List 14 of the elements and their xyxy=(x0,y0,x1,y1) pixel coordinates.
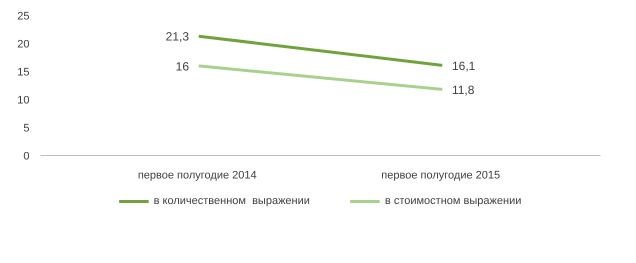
y-tick-label: 0 xyxy=(23,150,30,162)
y-tick-label: 10 xyxy=(17,94,30,106)
y-tick-label: 5 xyxy=(23,122,30,134)
y-tick-label: 25 xyxy=(17,10,30,22)
data-label: 16 xyxy=(176,59,190,74)
legend-label: в стоимостном выражении xyxy=(384,195,522,207)
x-tick-label: первое полугодие 2015 xyxy=(381,170,500,182)
data-label: 21,3 xyxy=(166,30,190,44)
legend-label: в количественном выражении xyxy=(154,195,310,207)
y-tick-label: 15 xyxy=(17,66,30,78)
data-label: 11,8 xyxy=(452,82,475,97)
x-tick-label: первое полугодие 2014 xyxy=(138,170,257,182)
data-label: 16,1 xyxy=(452,58,476,73)
y-tick-label: 20 xyxy=(17,38,30,50)
